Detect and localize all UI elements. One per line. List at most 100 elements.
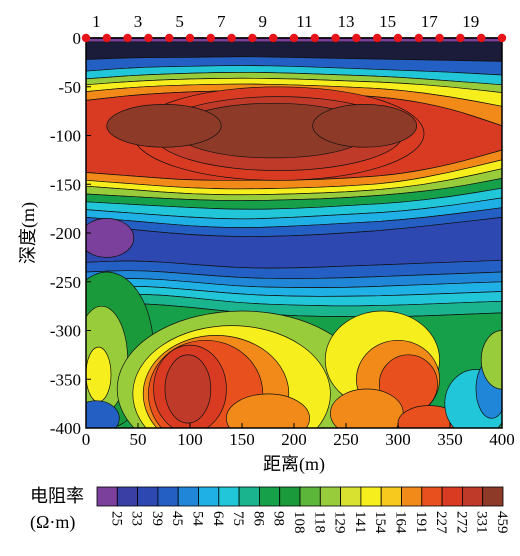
x-tick-label: 250 xyxy=(333,430,359,449)
resistivity-anomaly-8 xyxy=(86,346,112,403)
y-tick-label: -150 xyxy=(50,175,81,194)
colorbar-label: 45 xyxy=(169,511,185,526)
electrode-array: 1 3 5 7 9 11 13 15 17 19 xyxy=(81,12,507,43)
colorbar-label: 272 xyxy=(453,511,469,534)
electrode-marker xyxy=(269,33,278,43)
resistivity-anomaly-4 xyxy=(312,104,418,148)
electrode-label: 19 xyxy=(462,12,479,31)
colorbar-swatch xyxy=(238,486,260,507)
resistivity-anomaly-16 xyxy=(226,393,310,428)
colorbar-swatch xyxy=(258,486,281,507)
colorbar-label: 33 xyxy=(129,511,145,526)
electrode-marker xyxy=(185,33,195,43)
colorbar-labels: 25 33 39 45 54 64 75 86 98 108 118 129 141 154 164 191 2… xyxy=(108,511,510,534)
colorbar-label: 25 xyxy=(108,511,124,526)
electrode-label: 5 xyxy=(175,12,184,31)
x-tick-label: 0 xyxy=(82,430,91,449)
y-tick-label: -50 xyxy=(58,78,81,97)
resistivity-anomaly-5 xyxy=(86,218,135,258)
x-tick-label: 50 xyxy=(130,430,147,449)
colorbar-swatch xyxy=(340,486,362,507)
colorbar: 电阻率 (Ω·m) 25 33 39 45 54 64 75 86 98 108 118 129 141… xyxy=(30,486,510,534)
colorbar-swatch xyxy=(380,486,402,507)
colorbar-label: 98 xyxy=(271,511,287,526)
electrode-marker xyxy=(373,33,382,43)
colorbar-label: 141 xyxy=(352,511,368,534)
colorbar-label: 191 xyxy=(413,511,429,534)
electrode-marker xyxy=(414,33,423,43)
electrode-label: 1 xyxy=(92,12,101,31)
resistivity-anomaly-24 xyxy=(480,330,502,390)
electrode-marker xyxy=(206,33,215,43)
colorbar-swatch xyxy=(177,486,199,507)
colorbar-label: 154 xyxy=(372,511,388,534)
colorbar-swatch xyxy=(198,486,220,507)
colorbar-label: 64 xyxy=(210,511,226,527)
electrode-marker xyxy=(477,33,486,43)
colorbar-swatch xyxy=(441,486,463,507)
electrode-label: 17 xyxy=(421,12,439,31)
y-tick-label: -100 xyxy=(50,127,81,146)
electrode-marker xyxy=(393,33,403,43)
colorbar-swatch xyxy=(482,486,504,507)
colorbar-swatch xyxy=(137,486,159,507)
colorbar-label: 118 xyxy=(311,511,327,533)
colorbar-label: 86 xyxy=(250,511,266,527)
electrode-label: 7 xyxy=(217,12,226,31)
colorbar-label: 331 xyxy=(474,511,490,534)
resistivity-anomalies xyxy=(86,86,502,428)
electrode-marker xyxy=(310,33,319,43)
y-tick-label: -350 xyxy=(50,370,81,389)
colorbar-swatch xyxy=(116,486,139,507)
electrode-marker xyxy=(331,33,340,43)
electrode-marker xyxy=(227,33,236,43)
electrode-label: 9 xyxy=(259,12,268,31)
colorbar-swatch xyxy=(218,486,240,507)
colorbar-swatch xyxy=(401,486,423,507)
colorbar-swatch xyxy=(96,486,118,507)
colorbar-swatch xyxy=(299,486,321,507)
colorbar-label: 54 xyxy=(190,511,206,527)
electrode-label: 11 xyxy=(296,12,312,31)
x-axis: 0 50 100 150 200 250 300 350 400 xyxy=(82,423,515,449)
y-axis: 0 -50 -100 -150 -200 -250 -300 -350 -400 xyxy=(50,29,91,438)
x-tick-label: 400 xyxy=(489,430,515,449)
electrode-label: 13 xyxy=(338,12,355,31)
electrode-marker xyxy=(435,33,444,43)
electrode-marker xyxy=(102,33,112,43)
colorbar-swatch xyxy=(319,486,341,507)
electrode-marker xyxy=(289,33,299,43)
resistivity-anomaly-15 xyxy=(164,354,212,424)
colorbar-swatch xyxy=(360,486,382,507)
electrode-marker xyxy=(248,33,257,43)
resistivity-anomaly-9 xyxy=(86,400,120,428)
y-tick-label: -400 xyxy=(50,419,81,438)
electrode-marker xyxy=(352,33,361,43)
electrode-marker xyxy=(81,33,91,43)
colorbar-label: 129 xyxy=(332,511,348,534)
y-tick-label: -300 xyxy=(50,322,81,341)
colorbar-label: 164 xyxy=(393,511,409,534)
x-axis-label: 距离(m) xyxy=(263,454,325,475)
colorbar-swatch xyxy=(157,486,179,507)
x-tick-label: 200 xyxy=(281,430,307,449)
resistivity-anomaly-3 xyxy=(106,104,222,148)
colorbar-label: 108 xyxy=(291,511,307,534)
electrode-label: 15 xyxy=(379,12,396,31)
electrode-marker xyxy=(456,33,465,43)
plot-area xyxy=(86,38,502,428)
colorbar-label: 459 xyxy=(494,511,510,534)
colorbar-swatch xyxy=(461,486,484,507)
y-tick-label: 0 xyxy=(73,29,82,48)
y-axis-label: 深度(m) xyxy=(18,202,39,264)
colorbar-label: 39 xyxy=(149,511,165,526)
x-tick-label: 100 xyxy=(177,430,203,449)
colorbar-swatches xyxy=(96,486,504,507)
electrode-label: 3 xyxy=(134,12,143,31)
x-tick-label: 300 xyxy=(385,430,411,449)
x-tick-label: 150 xyxy=(229,430,255,449)
electrode-marker xyxy=(165,33,174,43)
colorbar-label: 227 xyxy=(433,511,449,534)
electrode-marker xyxy=(497,33,507,43)
